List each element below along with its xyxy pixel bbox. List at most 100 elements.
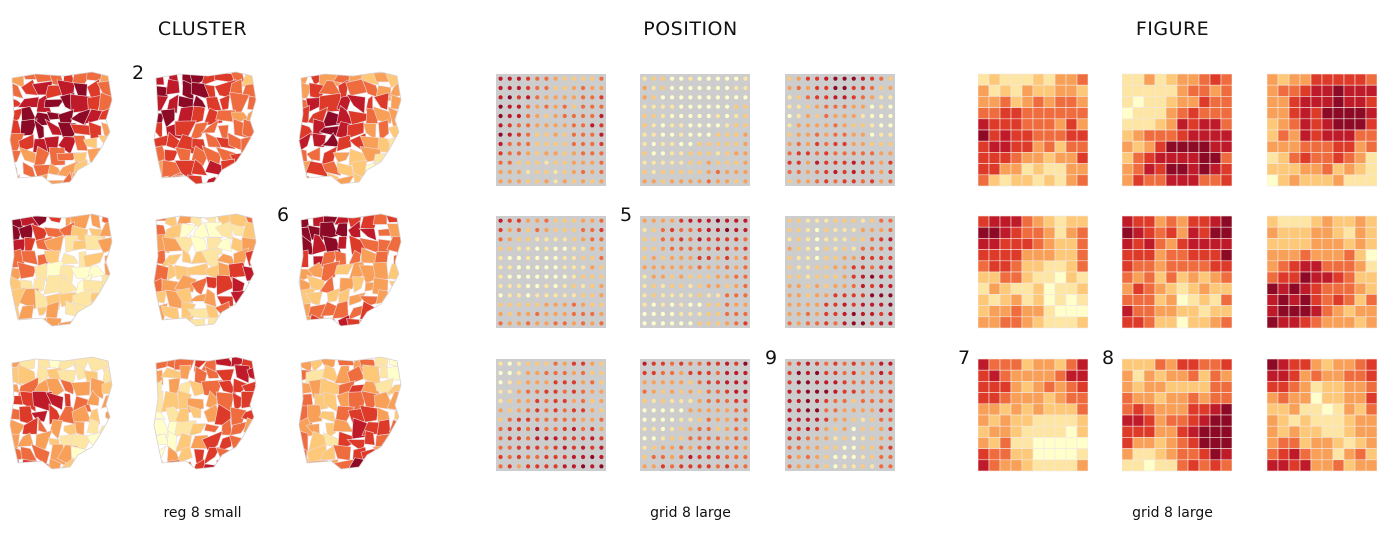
grid-square — [1176, 403, 1189, 416]
grid-dot — [715, 104, 721, 109]
map-region — [404, 212, 407, 222]
grid-square — [1321, 163, 1334, 176]
grid-dot — [824, 141, 829, 147]
grid-dot — [715, 302, 721, 307]
highlight-number-label: 6 — [277, 204, 290, 226]
grid-square — [978, 249, 990, 262]
grid-dot — [842, 398, 847, 404]
grid-dot — [642, 426, 647, 432]
grid-dot — [498, 95, 503, 100]
grid-dot — [544, 132, 549, 137]
grid-square — [1032, 271, 1045, 284]
map-region — [386, 436, 401, 450]
grid-square — [1267, 238, 1279, 250]
grid-square — [1354, 369, 1367, 382]
map-region — [216, 458, 236, 469]
grid-square — [1288, 260, 1301, 273]
figure-graphic — [978, 73, 1088, 187]
grid-dot — [697, 370, 702, 376]
grid-square — [1343, 107, 1356, 120]
grid-dot — [805, 417, 811, 422]
grid-square — [988, 316, 1001, 329]
grid-square — [1043, 118, 1056, 131]
grid-square — [1332, 282, 1345, 295]
grid-square — [1132, 73, 1145, 86]
grid-square — [1065, 129, 1078, 142]
grid-dot — [562, 283, 567, 289]
map-region — [386, 365, 401, 381]
grid-dot — [715, 370, 721, 376]
grid-dot — [553, 417, 558, 422]
grid-dot — [660, 380, 666, 385]
grid-square — [1332, 381, 1345, 393]
grid-dot — [535, 95, 540, 100]
figure-small-multiple — [1267, 212, 1377, 332]
grid-dot — [715, 293, 721, 298]
grid-square — [1267, 96, 1279, 108]
grid-dot — [679, 426, 684, 432]
grid-square — [1209, 282, 1222, 295]
grid-square — [1288, 369, 1301, 382]
grid-square — [1310, 226, 1323, 239]
grid-square — [1321, 414, 1334, 427]
highlight-number-label: 2 — [132, 62, 145, 84]
grid-dot — [516, 85, 522, 91]
grid-dot — [571, 398, 577, 404]
grid-square — [1154, 152, 1167, 164]
grid-square — [1065, 381, 1078, 393]
grid-dot — [715, 141, 721, 147]
grid-square — [1288, 414, 1301, 427]
grid-square — [1299, 249, 1312, 262]
map-region — [189, 318, 206, 326]
grid-dot — [525, 380, 531, 385]
grid-dot — [660, 445, 666, 450]
grid-dot — [833, 265, 838, 270]
grid-square — [1065, 448, 1078, 461]
grid-dot — [879, 302, 884, 307]
grid-dot — [669, 274, 675, 279]
grid-dot — [525, 426, 531, 432]
grid-dot — [599, 179, 604, 184]
grid-dot — [706, 123, 711, 128]
grid-square — [1065, 73, 1078, 86]
grid-dot — [833, 104, 838, 109]
grid-dot — [814, 380, 820, 385]
map-region — [247, 281, 256, 296]
grid-square — [1209, 459, 1222, 472]
grid-dot — [553, 302, 558, 307]
grid-square — [1143, 238, 1156, 250]
grid-square — [1043, 425, 1056, 438]
grid-square — [1365, 118, 1377, 131]
grid-square — [1165, 238, 1178, 250]
grid-dot — [706, 454, 711, 460]
grid-dot — [796, 151, 801, 156]
grid-dot — [879, 361, 884, 366]
grid-square — [1220, 129, 1232, 142]
grid-square — [1021, 107, 1034, 120]
grid-dot — [814, 123, 820, 128]
grid-dot — [724, 436, 730, 441]
grid-dot — [599, 361, 604, 366]
grid-dot — [869, 302, 875, 307]
grid-dot — [743, 227, 748, 233]
grid-square — [1010, 226, 1023, 239]
grid-dot — [562, 380, 567, 385]
grid-dot — [599, 265, 604, 270]
grid-dot — [697, 141, 702, 147]
grid-dot — [697, 151, 702, 156]
grid-square — [1365, 260, 1377, 273]
grid-square — [1198, 107, 1211, 120]
grid-dot — [743, 95, 748, 100]
grid-square — [1187, 316, 1200, 329]
grid-square — [1122, 381, 1134, 393]
grid-square — [988, 260, 1001, 273]
grid-square — [1321, 226, 1334, 239]
grid-dot — [507, 283, 512, 289]
grid-square — [1054, 163, 1067, 176]
grid-square — [1354, 118, 1367, 131]
grid-dot — [679, 151, 684, 156]
grid-dot — [571, 389, 577, 394]
map-region — [346, 457, 367, 469]
grid-square — [1310, 425, 1323, 438]
grid-square — [1332, 414, 1345, 427]
